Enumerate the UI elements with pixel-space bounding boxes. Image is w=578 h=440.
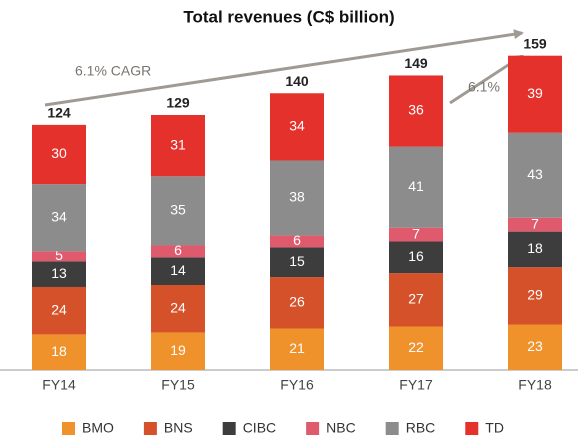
legend-label: TD [485, 420, 504, 436]
x-tick-label: FY18 [518, 377, 552, 393]
bar-segment [151, 245, 205, 258]
segment-label: 24 [170, 299, 186, 315]
segment-label: 34 [51, 208, 67, 224]
legend-swatch [62, 422, 75, 435]
segment-label: 19 [170, 342, 186, 358]
legend-label: NBC [326, 420, 356, 436]
legend-label: CIBC [243, 420, 276, 436]
bar-segment [32, 124, 86, 185]
segment-label: 35 [170, 202, 186, 218]
segment-label: 27 [408, 291, 424, 307]
segment-label: 6 [174, 242, 182, 258]
bar-segment [389, 273, 443, 327]
segment-label: 18 [527, 240, 543, 256]
total-label: 149 [404, 55, 428, 71]
segment-label: 30 [51, 145, 67, 161]
segment-label: 5 [55, 247, 63, 263]
bar-segment [389, 241, 443, 274]
total-label: 140 [285, 73, 309, 89]
legend-swatch [143, 422, 157, 435]
bar-segment [389, 75, 443, 147]
segment-label: 7 [412, 225, 420, 241]
bar-segment [508, 324, 562, 370]
bar-segment [389, 146, 443, 228]
segment-label: 41 [408, 178, 424, 194]
segment-label: 26 [289, 293, 305, 309]
chart-title: Total revenues (C$ billion) [183, 7, 394, 26]
bar-segment [508, 55, 562, 133]
segment-label: 29 [527, 287, 543, 303]
segment-label: 36 [408, 102, 424, 118]
cagr-arrow [44, 29, 524, 107]
bar-segment [151, 257, 205, 285]
bar-segment [389, 227, 443, 242]
bar-segment [32, 261, 86, 287]
annotation: 6.1% CAGR [75, 63, 151, 79]
segment-label: 38 [289, 189, 305, 205]
bar-segment [151, 176, 205, 246]
legend-label: BNS [164, 420, 193, 436]
x-tick-label: FY16 [280, 377, 314, 393]
bar-segment [151, 115, 205, 177]
segment-label: 18 [51, 343, 67, 359]
annotation: 6.1% [468, 79, 500, 95]
total-label: 159 [523, 35, 547, 51]
bar-segment [32, 184, 86, 252]
x-tick-label: FY14 [42, 377, 76, 393]
bar-segment [508, 217, 562, 232]
segment-label: 24 [51, 301, 67, 317]
segment-label: 31 [170, 136, 186, 152]
x-tick-label: FY17 [399, 377, 433, 393]
segment-label: 21 [289, 340, 305, 356]
segment-label: 23 [527, 338, 543, 354]
segment-label: 15 [289, 253, 305, 269]
total-label: 129 [166, 95, 190, 111]
bar-segment [270, 93, 324, 161]
x-tick-label: FY15 [161, 377, 195, 393]
segment-label: 22 [408, 339, 424, 355]
segment-label: 34 [289, 118, 305, 134]
legend-label: RBC [406, 420, 436, 436]
bar-segment [270, 160, 324, 236]
total-label: 124 [47, 105, 71, 121]
legend-swatch [465, 422, 479, 435]
legend-swatch [222, 422, 236, 435]
bar-segment [32, 251, 86, 262]
legend-swatch [385, 422, 399, 435]
bar-segment [151, 332, 205, 370]
segment-label: 13 [51, 265, 67, 281]
bar-segment [389, 326, 443, 370]
segment-label: 14 [170, 262, 186, 278]
legend-swatch [306, 422, 320, 435]
legend-label: BMO [82, 420, 114, 436]
bar-segment [270, 277, 324, 329]
segment-label: 7 [531, 215, 539, 231]
bar-segment [270, 235, 324, 248]
segment-label: 6 [293, 232, 301, 248]
bar-segment [270, 328, 324, 370]
bar-segment [151, 285, 205, 333]
bar-segment [508, 267, 562, 325]
bar-segment [508, 132, 562, 218]
segment-label: 43 [527, 166, 543, 182]
segment-label: 16 [408, 248, 424, 264]
bar-segment [508, 231, 562, 268]
segment-label: 39 [527, 85, 543, 101]
bar-segment [270, 247, 324, 278]
bar-segment [32, 334, 86, 370]
bar-segment [32, 286, 86, 335]
